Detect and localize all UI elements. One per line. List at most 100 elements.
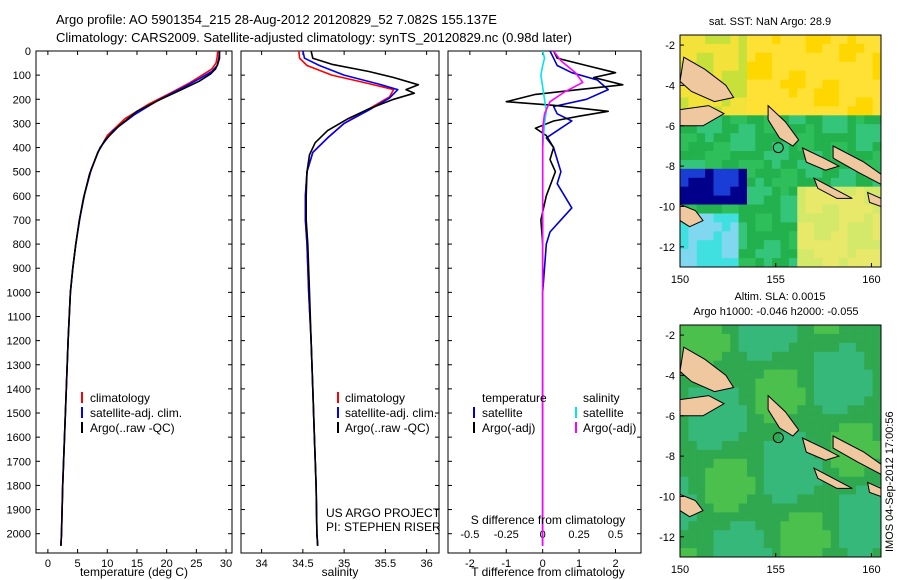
map-cell [805,485,815,496]
map-cell [788,151,798,161]
map-cell [721,97,731,107]
map-cell [814,70,823,81]
map-cell [721,333,731,344]
map-cell [788,539,798,549]
map-cell [747,204,756,214]
sst-map: 150 155 160 -2 -4 -6 -8 -10 -12 [659,35,881,286]
map-cell [680,177,689,188]
map-cell [839,61,849,72]
map-cell [680,539,689,549]
map-cell [680,512,689,522]
map-cell [788,387,798,397]
depth-tick-label: 1700 [7,456,31,468]
map-cell [721,521,731,531]
map-cell [730,387,740,397]
map-cell [696,325,706,335]
map-cell [788,396,798,406]
map-cell [705,195,715,206]
map-cell [855,61,865,72]
map-cell [747,186,756,197]
map-cell [680,142,689,152]
map-cell [872,240,881,250]
x-tick-label: -1 [501,558,511,570]
map-cell [788,485,798,496]
map-cell [738,485,748,496]
map-cell [713,512,723,522]
map-cell [814,539,823,549]
map-cell [705,231,715,241]
map-cell [747,124,756,134]
map-cell [738,441,748,451]
map-cell [721,432,731,442]
map-cell [705,177,715,188]
map-cell [705,458,715,469]
map-cell [680,414,689,424]
map-cell [713,503,723,513]
map-cell [847,213,857,223]
map-cell [755,159,765,170]
map-cell [738,476,748,487]
map-cell [847,204,857,214]
map-cell [738,503,748,513]
map-cell [680,485,689,496]
map-cell [872,61,881,72]
map-cell [755,213,765,223]
map-cell [755,360,765,371]
map-cell [680,231,689,241]
map-cell [738,88,748,98]
series-line-satellite-adj-clim- [60,51,221,546]
map-cell [696,231,706,241]
salinity-axis-label: salinity [322,565,359,579]
map-cell [822,503,832,513]
map-cell [855,521,865,531]
map-cell [822,378,832,388]
map-cell [763,231,773,241]
map-cell [839,423,849,433]
map-cell [830,35,840,45]
map-cell [864,521,874,531]
map-cell [847,177,857,188]
map-cell [705,512,715,522]
map-cell [755,258,765,267]
legend-argo-label: Argo(..raw -QC) [90,421,175,435]
map-cell [688,432,698,442]
map-cell [696,177,706,188]
map-cell [847,43,857,54]
map-cell [705,485,715,496]
map-cell [788,106,798,116]
map-cell [822,405,832,415]
map-cell [780,151,790,161]
map-cell [805,222,815,232]
map-cell [847,240,857,250]
map-cell [780,222,790,232]
map-cell [822,195,832,206]
map-cell [805,494,815,504]
depth-tick-label: 1500 [7,408,31,420]
map-cell [847,168,857,179]
map-cell [696,387,706,397]
map-cell [814,258,823,267]
map-cell [705,423,715,433]
map-cell [755,369,765,380]
map-cell [780,369,790,380]
depth-tick-label: 900 [13,263,31,275]
map-cell [847,432,857,442]
map-cell [797,115,807,125]
map-cell [730,79,740,90]
map-cell [688,142,698,152]
map-cell [763,449,773,460]
map-cell [822,106,832,116]
map-cell [839,231,849,241]
depth-tick-label: 300 [13,118,31,130]
map-cell [772,177,782,188]
map-cell [872,79,881,90]
map-cell [755,530,765,540]
map-cell [738,151,748,161]
map-cell [747,423,756,433]
x-tick-label: 20 [161,558,173,570]
map-cell [872,106,881,116]
depth-tick-label: 600 [13,191,31,203]
map-cell [797,133,807,143]
map-cell [780,449,790,460]
map-cell [680,476,689,487]
